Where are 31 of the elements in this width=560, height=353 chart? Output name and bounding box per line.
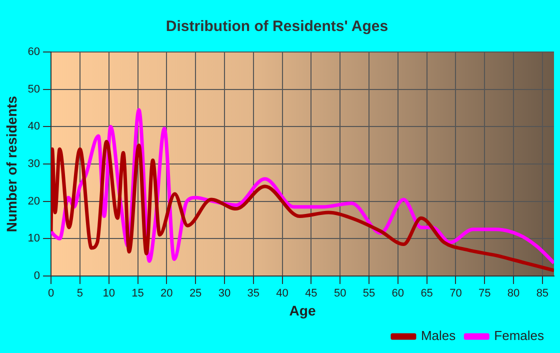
y-tick-label: 50: [28, 83, 40, 96]
x-tick-label: 75: [478, 288, 491, 300]
x-tick-label: 80: [507, 288, 520, 300]
x-tick-label: 45: [305, 288, 318, 300]
y-tick-label: 30: [28, 158, 40, 170]
legend-label: Males: [420, 328, 456, 344]
x-tick-label: 35: [247, 288, 260, 300]
x-tick-label: 25: [189, 288, 202, 300]
y-tick-label: 40: [28, 120, 40, 133]
x-tick-label: 60: [392, 288, 404, 300]
x-tick-label: 15: [132, 288, 144, 300]
x-tick-label: 30: [218, 288, 231, 300]
x-tick-label: 40: [276, 288, 288, 300]
y-tick-label: 60: [28, 46, 40, 58]
x-tick-label: 10: [102, 288, 115, 300]
x-tick-label: 20: [160, 288, 173, 300]
x-tick-label: 0: [48, 288, 54, 300]
legend-label: Females: [494, 328, 544, 344]
y-axis-title: Number of residents: [3, 96, 20, 232]
y-tick-label: 20: [28, 195, 40, 208]
x-tick-label: 5: [76, 288, 84, 300]
y-tick-label: 10: [28, 232, 40, 245]
x-tick-label: 85: [536, 288, 549, 300]
x-axis-title: Age: [289, 302, 316, 318]
x-tick-label: 65: [420, 288, 433, 300]
y-tick-label: 0: [34, 270, 40, 282]
x-tick-label: 70: [450, 288, 462, 300]
x-tick-label: 50: [334, 288, 346, 300]
chart-title: Distribution of Residents' Ages: [166, 18, 388, 36]
line-series: [51, 140, 554, 272]
x-tick-label: 55: [362, 288, 376, 300]
